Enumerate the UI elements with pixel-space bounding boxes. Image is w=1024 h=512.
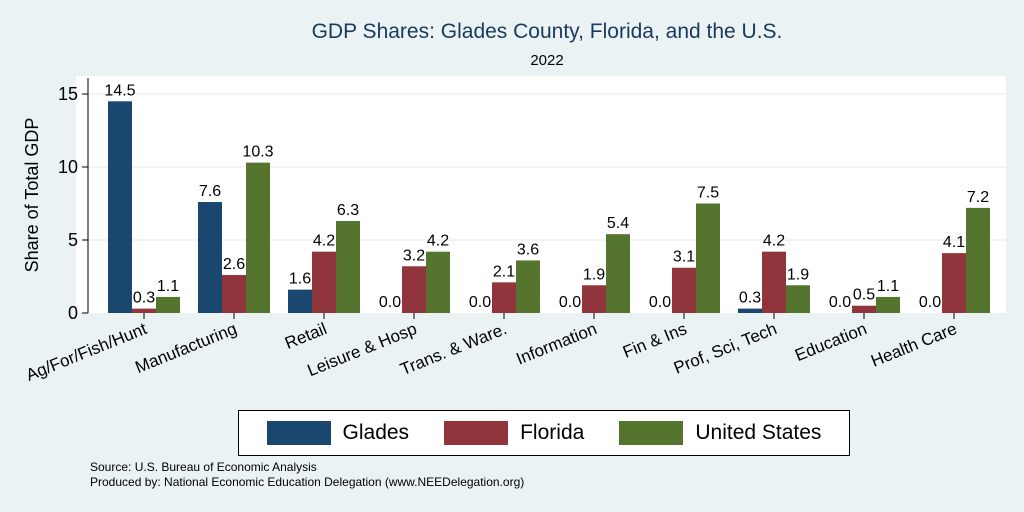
legend-swatch	[266, 421, 331, 445]
legend-label: Glades	[342, 421, 410, 444]
data-label: 0.0	[379, 294, 401, 311]
legend-label: Florida	[520, 421, 585, 444]
data-label: 3.6	[517, 241, 539, 258]
bar-florida	[762, 251, 786, 313]
data-label: 0.0	[919, 294, 941, 311]
bar-united-states	[336, 221, 360, 313]
data-label: 1.9	[583, 266, 605, 283]
y-tick-label: 0	[68, 303, 78, 323]
x-tick-label: Ag/For/Fish/Hunt	[23, 319, 150, 385]
data-label: 0.3	[739, 290, 761, 307]
bar-florida	[222, 275, 246, 313]
x-tick-label: Health Care	[868, 319, 959, 371]
legend-item-glades: Glades	[266, 421, 410, 445]
source-line: Source: U.S. Bureau of Economic Analysis	[90, 460, 317, 474]
produced-by-line: Produced by: National Economic Education…	[90, 475, 525, 489]
bar-united-states	[786, 285, 810, 313]
data-label: 7.5	[697, 185, 719, 202]
chart-subtitle: 2022	[530, 52, 564, 69]
y-tick-label: 10	[58, 157, 78, 177]
data-label: 4.2	[427, 233, 449, 250]
data-label: 10.3	[242, 144, 273, 161]
data-label: 14.5	[104, 82, 135, 99]
bar-united-states	[516, 260, 540, 313]
source-note: Source: U.S. Bureau of Economic Analysis…	[90, 460, 524, 490]
x-tick-label: Fin & Ins	[620, 319, 689, 362]
legend-item-florida: Florida	[444, 421, 584, 445]
data-label: 1.1	[157, 278, 179, 295]
data-label: 7.2	[967, 189, 989, 206]
bar-florida	[672, 267, 696, 313]
bar-united-states	[606, 234, 630, 313]
bar-united-states	[696, 203, 720, 313]
bar-glades	[198, 202, 222, 313]
bar-florida	[942, 253, 966, 313]
legend-swatch	[444, 421, 509, 445]
x-tick-label: Information	[514, 319, 600, 368]
data-label: 4.2	[313, 233, 335, 250]
bar-chart: 14.50.31.17.62.610.31.64.26.30.03.24.20.…	[22, 76, 1006, 385]
bar-united-states	[966, 207, 990, 313]
data-label: 6.3	[337, 202, 359, 219]
data-label: 0.0	[829, 294, 851, 311]
bar-glades	[288, 289, 312, 313]
bar-united-states	[246, 162, 270, 313]
data-label: 1.9	[787, 266, 809, 283]
data-label: 1.6	[289, 271, 311, 288]
bar-florida	[132, 308, 156, 313]
y-axis-label: Share of Total GDP	[22, 118, 42, 273]
data-label: 2.6	[223, 256, 245, 273]
legend-swatch	[619, 421, 684, 445]
legend-label: United States	[695, 421, 822, 444]
bar-florida	[402, 266, 426, 313]
legend-item-united-states: United States	[619, 421, 821, 445]
data-label: 0.0	[469, 294, 491, 311]
data-label: 7.6	[199, 183, 221, 200]
chart-legend: Glades Florida United States	[238, 410, 850, 456]
bar-florida	[312, 251, 336, 313]
data-label: 0.3	[133, 290, 155, 307]
bar-florida	[492, 282, 516, 313]
x-tick-label: Education	[792, 319, 869, 365]
x-tick-label: Retail	[282, 319, 329, 353]
bar-florida	[852, 305, 876, 313]
x-tick-label: Manufacturing	[132, 319, 239, 377]
data-label: 4.1	[943, 234, 965, 251]
data-label: 0.0	[559, 294, 581, 311]
bar-glades	[738, 308, 762, 313]
data-label: 0.5	[853, 287, 875, 304]
data-label: 1.1	[877, 278, 899, 295]
bar-glades	[108, 101, 132, 313]
data-label: 0.0	[649, 294, 671, 311]
bar-united-states	[426, 251, 450, 313]
data-label: 3.1	[673, 249, 695, 266]
plot-area	[76, 76, 1006, 313]
y-tick-label: 5	[68, 230, 78, 250]
bar-united-states	[876, 296, 900, 313]
data-label: 4.2	[763, 233, 785, 250]
data-label: 2.1	[493, 263, 515, 280]
bar-florida	[582, 285, 606, 313]
x-tick-label: Prof, Sci, Tech	[671, 319, 779, 378]
y-tick-label: 15	[58, 84, 78, 104]
data-label: 3.2	[403, 247, 425, 264]
data-label: 5.4	[607, 215, 629, 232]
chart-title: GDP Shares: Glades County, Florida, and …	[311, 20, 783, 43]
bar-united-states	[156, 296, 180, 313]
